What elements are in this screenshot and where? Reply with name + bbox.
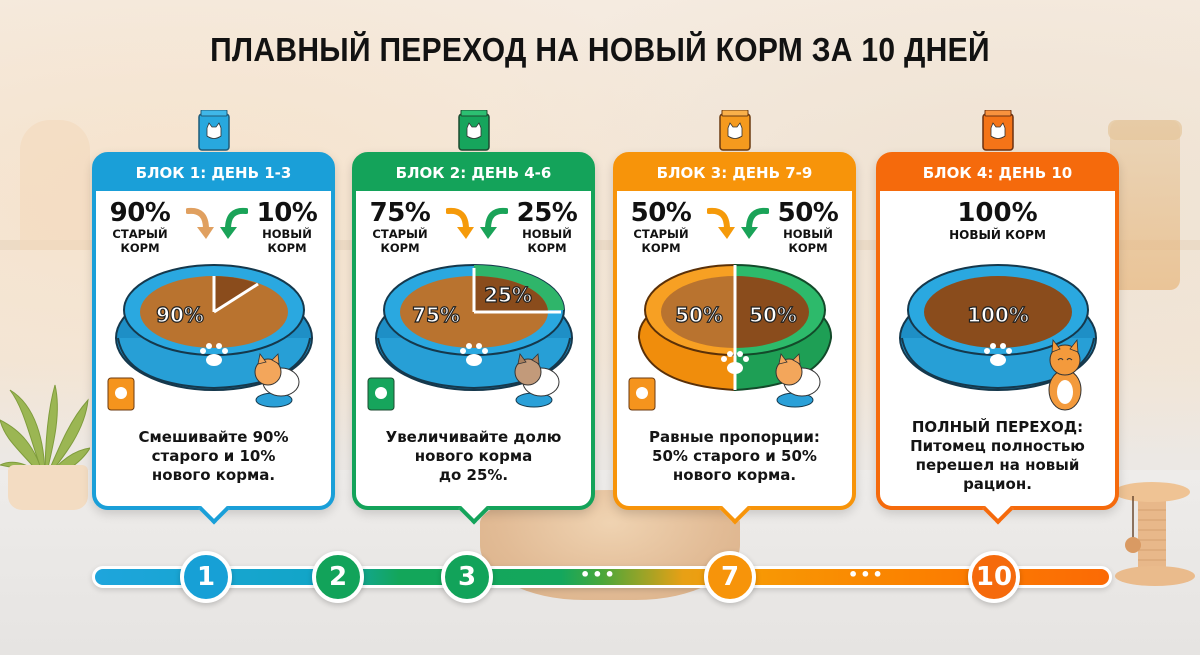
timeline-ellipsis-2: ••• [848,565,885,584]
background-window [20,120,90,250]
orange-arrow-icon [446,207,474,239]
new-food-label: НОВЫЙ [262,227,312,241]
block-2-caption: Увеличивайте долю нового корма до 25%. [385,428,562,484]
new-food-label: НОВЫЙ [783,227,833,241]
timeline-day-3: 3 [441,551,493,603]
block-1-caption: Смешивайте 90% старого и 10% нового корм… [138,428,289,484]
new-food-label-2: КОРМ [267,241,307,255]
plant-pot [8,465,88,510]
food-bowl-100: 100% [899,264,1097,411]
orange-food-bag-icon [981,110,1014,151]
block-3-caption: Равные пропорции: 50% старого и 50% ново… [649,428,820,484]
cat-scratcher-icon [1114,482,1195,586]
timeline-day-2: 2 [312,551,364,603]
old-food-label-2: КОРМ [120,241,160,255]
old-food-label: СТАРЫЙ [112,227,168,241]
new-food-label-2: КОРМ [788,241,828,255]
food-bowl-75-25: 75% 25% [367,264,573,411]
svg-text:100%: 100% [967,303,1029,327]
timeline-day-1: 1 [180,551,232,603]
svg-text:75%: 75% [412,303,460,327]
food-bowl-50-50: 50% 50% [628,263,833,411]
svg-text:25%: 25% [484,283,532,307]
block-4-header: БЛОК 4: ДЕНЬ 10 [879,155,1116,191]
food-bowl-90-10: 90% [107,264,313,411]
old-food-percent: 75% [369,198,431,228]
new-food-percent: 50% [777,198,839,228]
block-4-caption: ПОЛНЫЙ ПЕРЕХОД: Питомец полностью переше… [910,418,1085,493]
block-3-header: БЛОК 3: ДЕНЬ 7-9 [616,155,853,191]
new-food-percent: 10% [256,198,318,228]
old-food-label-2: КОРМ [380,241,420,255]
old-food-label: СТАРЫЙ [633,227,689,241]
page-title: ПЛАВНЫЙ ПЕРЕХОД НА НОВЫЙ КОРМ ЗА 10 ДНЕЙ [210,32,990,69]
new-food-label-2: КОРМ [527,241,567,255]
orange-arrow-icon [186,207,214,239]
timeline-day-7: 7 [704,551,756,603]
green-arrow-icon [480,207,508,239]
blue-food-bag-icon [197,110,230,151]
block-3-card: БЛОК 3: ДЕНЬ 7-9 50% СТАРЫЙ КОРМ 50% НОВ… [613,110,856,525]
old-food-percent: 50% [630,198,692,228]
new-food-percent: 25% [516,198,578,228]
orange-arrow-icon [707,207,735,239]
green-arrow-icon [220,207,248,239]
background-shelf [0,240,1200,250]
orange-food-bag-icon [718,110,751,151]
new-food-label: НОВЫЙ КОРМ [949,228,1046,242]
block-1-card: БЛОК 1: ДЕНЬ 1-3 90% СТАРЫЙ КОРМ 10% НОВ… [92,110,335,525]
new-food-percent: 100% [957,198,1038,228]
block-2-header: БЛОК 2: ДЕНЬ 4-6 [355,155,592,191]
background-jar [1110,120,1180,290]
timeline-day-10: 10 [968,551,1020,603]
block-4-card: БЛОК 4: ДЕНЬ 10 100% НОВЫЙ КОРМ 100% ПОЛ… [876,110,1119,525]
old-food-label: СТАРЫЙ [372,227,428,241]
svg-text:50%: 50% [675,303,723,327]
timeline-ellipsis-1: ••• [580,565,617,584]
svg-text:50%: 50% [749,303,797,327]
green-food-bag-icon [457,110,490,151]
old-food-percent: 90% [109,198,171,228]
svg-text:90%: 90% [156,303,204,327]
new-food-label: НОВЫЙ [522,227,572,241]
block-2-card: БЛОК 2: ДЕНЬ 4-6 75% СТАРЫЙ КОРМ 25% НОВ… [352,110,595,525]
old-food-label-2: КОРМ [641,241,681,255]
block-1-header: БЛОК 1: ДЕНЬ 1-3 [95,155,332,191]
green-arrow-icon [741,207,769,239]
